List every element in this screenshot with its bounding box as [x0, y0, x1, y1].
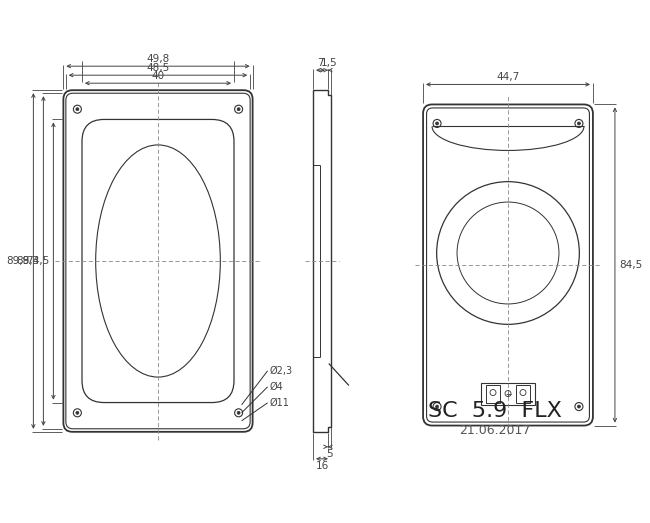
Circle shape: [237, 108, 240, 111]
Text: SC  5.9  FLX: SC 5.9 FLX: [428, 401, 562, 421]
Text: 5: 5: [326, 449, 333, 459]
Text: 84,5: 84,5: [619, 260, 642, 270]
Text: Ø11: Ø11: [270, 398, 289, 408]
Circle shape: [436, 405, 439, 408]
Text: Ø2,3: Ø2,3: [270, 366, 292, 376]
Bar: [481, 382, 535, 405]
Bar: [516, 384, 530, 403]
Circle shape: [76, 108, 79, 111]
Circle shape: [76, 411, 79, 414]
Text: 40: 40: [151, 71, 164, 81]
Text: 88,3: 88,3: [16, 256, 40, 266]
Text: Ø4: Ø4: [270, 382, 283, 392]
Text: 49,8: 49,8: [146, 54, 170, 64]
Circle shape: [237, 411, 240, 414]
Bar: [486, 384, 500, 403]
Text: 44,7: 44,7: [497, 73, 519, 83]
Text: 21.06.2017: 21.06.2017: [460, 424, 530, 437]
Circle shape: [436, 122, 439, 125]
Circle shape: [577, 122, 580, 125]
Circle shape: [577, 405, 580, 408]
Text: 16: 16: [315, 461, 329, 471]
Text: 1,5: 1,5: [321, 58, 337, 68]
Text: 7: 7: [317, 58, 324, 68]
Text: 89,9: 89,9: [6, 256, 29, 266]
Text: 74,5: 74,5: [26, 256, 49, 266]
Text: 48,5: 48,5: [146, 63, 170, 73]
